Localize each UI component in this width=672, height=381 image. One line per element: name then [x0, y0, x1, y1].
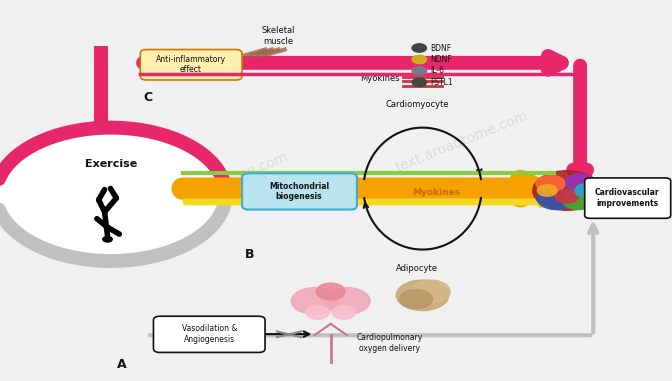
Text: Myokines: Myokines	[360, 74, 400, 83]
Text: Cardiovascular
improvements: Cardiovascular improvements	[595, 189, 660, 208]
Text: Exercise: Exercise	[85, 159, 137, 169]
Text: Myokines: Myokines	[412, 188, 460, 197]
Circle shape	[537, 187, 576, 210]
Text: Anti-inflammatory
effect: Anti-inflammatory effect	[156, 55, 226, 74]
Text: Adipocyte: Adipocyte	[396, 264, 438, 273]
Circle shape	[575, 184, 599, 197]
Text: Mitochondrial
biogenesis: Mitochondrial biogenesis	[269, 182, 329, 201]
Text: Vasodilation &
Angiogenesis: Vasodilation & Angiogenesis	[181, 325, 237, 344]
FancyBboxPatch shape	[153, 316, 265, 352]
Text: BDNF: BDNF	[431, 43, 452, 53]
Circle shape	[396, 280, 449, 311]
Circle shape	[411, 280, 450, 303]
Circle shape	[332, 306, 355, 319]
Text: B: B	[245, 248, 255, 261]
Text: Cardiopulmonary
oxygen delivery: Cardiopulmonary oxygen delivery	[357, 333, 423, 352]
Text: text.aroadtome.com: text.aroadtome.com	[394, 108, 530, 174]
Text: IL-6: IL-6	[431, 66, 444, 75]
Text: Skeletal
muscle: Skeletal muscle	[261, 27, 295, 46]
Circle shape	[566, 174, 595, 190]
Text: text.readtome.com: text.readtome.com	[161, 150, 290, 213]
FancyBboxPatch shape	[585, 178, 671, 218]
Circle shape	[306, 306, 329, 319]
Circle shape	[291, 288, 337, 314]
Circle shape	[400, 290, 432, 309]
Circle shape	[324, 288, 370, 314]
Circle shape	[317, 283, 345, 300]
Circle shape	[538, 185, 557, 196]
Text: C: C	[144, 91, 153, 104]
FancyBboxPatch shape	[242, 173, 357, 210]
Text: A: A	[118, 358, 127, 371]
FancyBboxPatch shape	[140, 50, 242, 80]
Circle shape	[103, 237, 112, 242]
Circle shape	[555, 189, 579, 203]
Circle shape	[562, 190, 595, 210]
Circle shape	[412, 44, 427, 52]
Circle shape	[533, 171, 601, 210]
Text: NDNF: NDNF	[431, 55, 452, 64]
Circle shape	[412, 55, 427, 64]
Circle shape	[0, 128, 226, 261]
Text: Cardiomyocyte: Cardiomyocyte	[386, 100, 449, 109]
Text: FSTL1: FSTL1	[431, 78, 453, 87]
Circle shape	[412, 67, 427, 75]
Circle shape	[412, 78, 427, 86]
Circle shape	[536, 175, 565, 192]
